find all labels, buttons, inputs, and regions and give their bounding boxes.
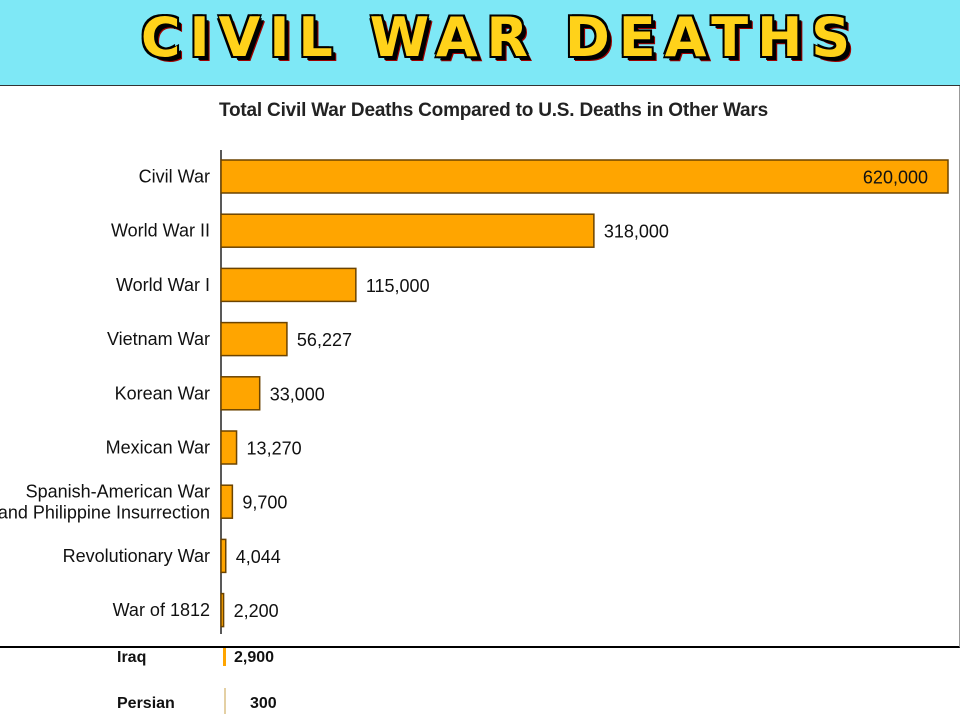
extra-bar-0 [223, 648, 226, 666]
extra-row-label-1: Persian [117, 695, 175, 712]
extra-row-value-0: 2,900 [234, 649, 274, 666]
page-title: CIVIL WAR DEATHS [140, 6, 860, 69]
category-label-1: World War II [111, 221, 210, 241]
extra-row-label-0: Iraq [117, 649, 146, 666]
bar-1 [220, 213, 595, 248]
extra-row-value-1: 300 [250, 695, 277, 712]
value-label-1: 318,000 [604, 222, 669, 242]
category-label-6: Spanish-American War and Philippine Insur… [0, 482, 210, 523]
category-label-7: Revolutionary War [63, 546, 210, 566]
value-label-0: 620,000 [863, 168, 928, 188]
value-label-8: 2,200 [234, 601, 279, 621]
chart-title: Total Civil War Deaths Compared to U.S. … [219, 100, 768, 121]
bar-5 [220, 430, 238, 465]
value-label-7: 4,044 [236, 547, 281, 567]
category-label-2: World War I [116, 275, 210, 295]
category-label-0: Civil War [139, 167, 210, 187]
bar-8 [220, 592, 225, 628]
bar-2 [220, 267, 357, 303]
header-banner: CIVIL WAR DEATHS [0, 0, 960, 86]
bar-7 [220, 538, 227, 574]
value-label-4: 33,000 [270, 384, 325, 404]
category-label-4: Korean War [115, 383, 210, 403]
value-label-2: 115,000 [366, 276, 430, 296]
value-label-6: 9,700 [242, 493, 287, 513]
value-label-3: 56,227 [297, 330, 352, 350]
bar-3 [220, 321, 288, 357]
bar-0 [220, 159, 949, 194]
category-label-5: Mexican War [106, 438, 210, 458]
category-label-3: Vietnam War [107, 329, 210, 349]
category-label-8: War of 1812 [113, 600, 210, 620]
value-label-5: 13,270 [247, 439, 302, 459]
bar-4 [220, 376, 261, 411]
bar-6 [220, 484, 234, 519]
